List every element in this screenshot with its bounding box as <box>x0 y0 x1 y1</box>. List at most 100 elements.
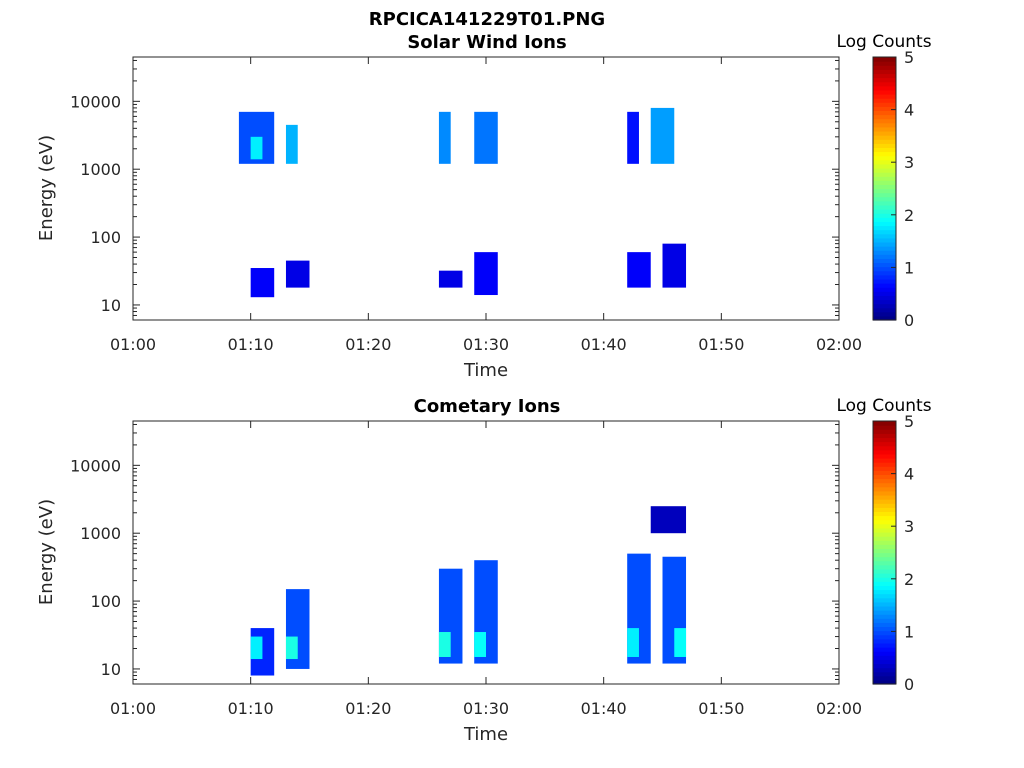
x-tick-label: 01:00 <box>110 335 156 354</box>
colorbar-step <box>873 118 896 124</box>
heatmap-cell <box>662 243 687 288</box>
colorbar-step <box>873 511 896 517</box>
colorbar-step <box>873 503 896 508</box>
colorbar-tick-label: 4 <box>904 465 914 484</box>
colorbar-label: Log Counts <box>836 396 931 416</box>
heatmap-cell <box>438 632 451 657</box>
colorbar-step <box>873 110 896 116</box>
colorbar-step <box>873 651 896 656</box>
heatmap-cell <box>627 252 651 288</box>
colorbar-step <box>873 490 896 496</box>
colorbar-step <box>873 65 896 70</box>
heatmap-cell <box>285 124 298 164</box>
colorbar-step <box>873 237 896 243</box>
colorbar-step <box>873 560 896 566</box>
colorbar-step <box>873 494 896 500</box>
colorbar-step <box>873 217 896 222</box>
heatmap-cell <box>285 260 310 288</box>
colorbar-step <box>873 270 896 276</box>
colorbar-step <box>873 229 896 235</box>
y-tick-label: 10000 <box>70 92 121 111</box>
colorbar-step <box>873 213 896 218</box>
x-axis-label: Time <box>463 724 508 745</box>
colorbar-step <box>873 184 896 190</box>
heatmap-cells <box>238 107 687 298</box>
colorbar-step <box>873 536 896 541</box>
heatmap-cell <box>474 632 486 657</box>
colorbar-step <box>873 307 896 313</box>
colorbar-step <box>873 470 896 476</box>
colorbar-step <box>873 429 896 434</box>
colorbar-step <box>873 573 896 578</box>
colorbar-step <box>873 482 896 488</box>
y-tick-label: 1000 <box>80 160 121 179</box>
colorbar-step <box>873 457 896 463</box>
colorbar-step <box>873 254 896 259</box>
colorbar-step <box>873 642 896 648</box>
y-tick-label: 10000 <box>70 456 121 475</box>
colorbar-tick-label: 5 <box>904 412 914 431</box>
colorbar-step <box>873 593 896 599</box>
colorbar-step <box>873 581 896 586</box>
colorbar-step <box>873 188 896 194</box>
colorbar-step <box>873 544 896 549</box>
colorbar-step <box>873 114 896 120</box>
colorbar-step <box>873 462 896 467</box>
colorbar-step <box>873 135 896 140</box>
colorbar-step <box>873 283 896 288</box>
colorbar-tick-label: 2 <box>904 206 914 225</box>
colorbar-label: Log Counts <box>836 32 931 52</box>
colorbar-step <box>873 568 896 574</box>
colorbar-step <box>873 630 896 636</box>
heatmap-cell <box>285 636 298 660</box>
colorbar-step <box>873 311 896 317</box>
colorbar-step <box>873 445 896 451</box>
x-axis-label: Time <box>463 360 508 381</box>
x-tick-label: 01:10 <box>228 335 274 354</box>
x-axis: 01:00 01:10 01:20 01:30 01:40 01:50 02:00 <box>110 57 862 354</box>
colorbar-step <box>873 589 896 595</box>
colorbar-step <box>873 204 896 210</box>
x-tick-label: 01:20 <box>345 335 391 354</box>
y-axis-label: Energy (eV) <box>36 135 57 241</box>
colorbar-step <box>873 287 896 292</box>
x-tick-label: 01:50 <box>698 699 744 718</box>
colorbar-step <box>873 486 896 492</box>
heatmap-cell <box>650 506 687 534</box>
colorbar-step <box>873 143 896 149</box>
colorbar-step <box>873 196 896 202</box>
heatmap-cell <box>627 111 639 164</box>
colorbar-step <box>873 433 896 439</box>
colorbar-step <box>873 73 896 79</box>
y-tick-label: 10 <box>101 660 121 679</box>
colorbar-step <box>873 303 896 309</box>
colorbar-step <box>873 163 896 169</box>
colorbar-step <box>873 605 896 611</box>
colorbar-tick-label: 1 <box>904 622 914 641</box>
colorbar-step <box>873 523 896 529</box>
colorbar-step <box>873 262 896 268</box>
colorbar-step <box>873 155 896 161</box>
colorbar-tick-label: 4 <box>904 101 914 120</box>
colorbar-step <box>873 130 896 136</box>
colorbar-step <box>873 106 896 112</box>
x-tick-label: 01:40 <box>581 699 627 718</box>
colorbar-step <box>873 437 896 443</box>
colorbar-step <box>873 266 896 272</box>
y-tick-label: 100 <box>90 228 121 247</box>
figure-title: RPCICA141229T01.PNG <box>369 9 605 30</box>
colorbar-step <box>873 552 896 558</box>
colorbar-step <box>873 597 896 603</box>
colorbar-step <box>873 638 896 644</box>
x-axis: 01:00 01:10 01:20 01:30 01:40 01:50 02:00 <box>110 421 862 718</box>
colorbar-step <box>873 655 896 660</box>
colorbar-step <box>873 77 896 83</box>
colorbar-step <box>873 421 896 426</box>
colorbar-step <box>873 441 896 447</box>
heatmap-cell <box>650 107 675 164</box>
colorbar-frame <box>872 420 897 685</box>
colorbar-step <box>873 449 896 455</box>
colorbar-step <box>873 250 896 255</box>
colorbar-tick-label: 3 <box>904 517 914 536</box>
